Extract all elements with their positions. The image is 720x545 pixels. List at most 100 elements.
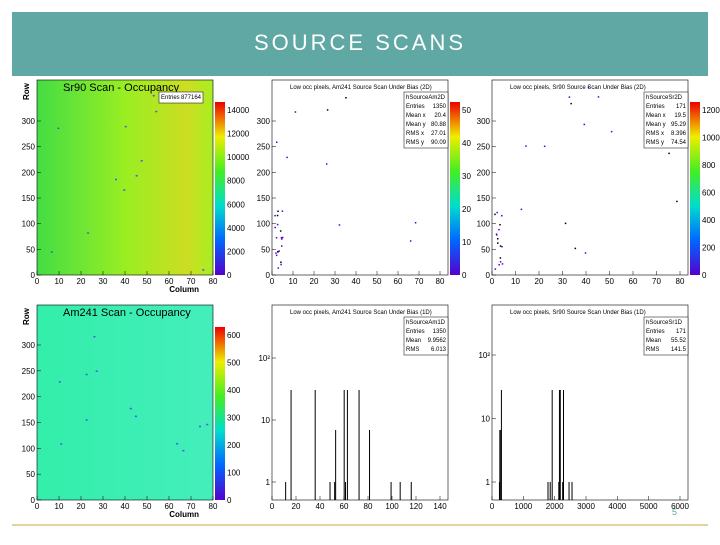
pixel-dot	[276, 223, 279, 226]
stats-key: Mean x	[406, 113, 426, 119]
pixel-dot	[277, 267, 280, 269]
stats-value: 171	[676, 329, 687, 335]
page-number: 5	[672, 507, 677, 517]
pixel-dot	[274, 214, 276, 217]
z-tick-label: 2000	[227, 247, 245, 256]
y-tick-label: 250	[22, 367, 36, 376]
z-tick-label: 500	[227, 359, 241, 368]
y-tick-label: 300	[22, 117, 36, 126]
z-tick-label: 12000	[227, 130, 250, 139]
x-tick-label: 20	[535, 277, 544, 286]
stats-value: 74.54	[671, 140, 687, 146]
y-tick-label: 0	[31, 271, 36, 280]
z-tick-label: 0	[462, 271, 467, 280]
z-tick-label: 400	[702, 216, 716, 225]
x-tick-label: 100	[385, 502, 399, 511]
z-tick-label: 100	[227, 469, 241, 478]
z-tick-label: 0	[702, 271, 707, 280]
x-tick-label: 20	[77, 277, 86, 286]
y-tick-label: 10²	[258, 354, 270, 363]
z-tick-label: 400	[227, 386, 241, 395]
x-tick-label: 30	[558, 277, 567, 286]
pixel-dot	[583, 123, 586, 126]
x-tick-label: 50	[605, 277, 614, 286]
pixel-dot	[676, 200, 678, 203]
x-tick-label: 0	[270, 502, 275, 511]
pixel-dot	[495, 233, 498, 235]
pixel-dot	[501, 245, 503, 248]
stats-key: RMS y	[646, 140, 664, 146]
x-tick-label: 40	[121, 502, 130, 511]
x-tick-label: 5000	[640, 502, 658, 511]
pixel-dot	[496, 238, 499, 240]
pixel-dot	[497, 242, 499, 244]
pixel-dot	[494, 268, 497, 270]
x-tick-label: 40	[582, 277, 591, 286]
pixel-speck	[198, 425, 201, 428]
pixel-speck	[68, 89, 71, 92]
y-tick-label: 10	[481, 415, 490, 424]
pixel-dot	[286, 156, 288, 159]
x-tick-label: 70	[652, 277, 661, 286]
y-tick-label: 1	[486, 478, 491, 487]
x-tick-label: 1000	[514, 502, 532, 511]
y-tick-label: 1	[266, 478, 271, 487]
stats-value: 141.5	[671, 347, 687, 353]
pixel-speck	[124, 125, 127, 128]
pixel-dot	[501, 263, 504, 265]
pixel-speck	[129, 407, 132, 410]
pixel-speck	[134, 415, 137, 418]
x-axis-label: Column	[169, 510, 199, 519]
stats-key: Mean y	[646, 122, 666, 128]
x-tick-label: 10	[289, 277, 298, 286]
pixel-dot	[496, 211, 498, 214]
pixel-dot	[280, 261, 282, 264]
y-tick-label: 100	[22, 444, 36, 453]
pixel-dot	[564, 222, 567, 225]
x-tick-label: 60	[340, 502, 349, 511]
stats-value: 171	[676, 104, 687, 110]
pixel-dot	[525, 145, 527, 147]
x-tick-label: 70	[187, 277, 196, 286]
panel-title: Sr90 Scan - Occupancy	[63, 82, 180, 94]
stats-value: 19.5	[674, 113, 686, 119]
color-bar	[690, 102, 700, 275]
z-tick-label: 6000	[227, 200, 245, 209]
x-tick-label: 10	[511, 277, 520, 286]
z-tick-label: 40	[462, 139, 471, 148]
pixel-dot	[275, 141, 278, 143]
y-axis-label: Row	[22, 82, 31, 100]
pixel-dot	[281, 210, 284, 212]
pixel-dot	[325, 163, 328, 165]
pixel-dot	[275, 237, 278, 239]
stats-name: hSourceSr2D	[646, 95, 683, 101]
stats-key: RMS	[406, 347, 419, 353]
pixel-dot	[275, 254, 278, 257]
stats-key: Mean y	[406, 122, 426, 128]
z-tick-label: 1000	[702, 134, 720, 143]
z-tick-label: 600	[702, 189, 716, 198]
pixel-dot	[587, 86, 590, 89]
y-tick-label: 100	[477, 220, 491, 229]
x-tick-label: 20	[310, 277, 319, 286]
panel-title: Low occ pixels, Sr90 Source Scan Under B…	[510, 85, 646, 91]
panel-title: Low occ pixels, Am241 Source Scan Under …	[290, 310, 432, 316]
x-tick-label: 80	[364, 502, 373, 511]
x-tick-label: 3000	[577, 502, 595, 511]
pixel-dot	[280, 263, 282, 266]
x-tick-label: 50	[373, 277, 382, 286]
y-tick-label: 200	[22, 393, 36, 402]
z-tick-label: 200	[702, 244, 716, 253]
x-tick-label: 140	[433, 502, 447, 511]
pixel-dot	[570, 102, 572, 105]
y-tick-label: 100	[257, 220, 271, 229]
pixel-dot	[275, 252, 277, 254]
y-tick-label: 50	[481, 245, 490, 254]
pixel-dot	[499, 261, 502, 263]
stats-name: hSourceSr1D	[646, 320, 683, 326]
pixel-speck	[50, 251, 53, 253]
pixel-dot	[326, 109, 329, 111]
y-tick-label: 300	[477, 117, 491, 126]
pixel-speck	[85, 419, 88, 421]
z-tick-label: 14000	[227, 106, 250, 115]
